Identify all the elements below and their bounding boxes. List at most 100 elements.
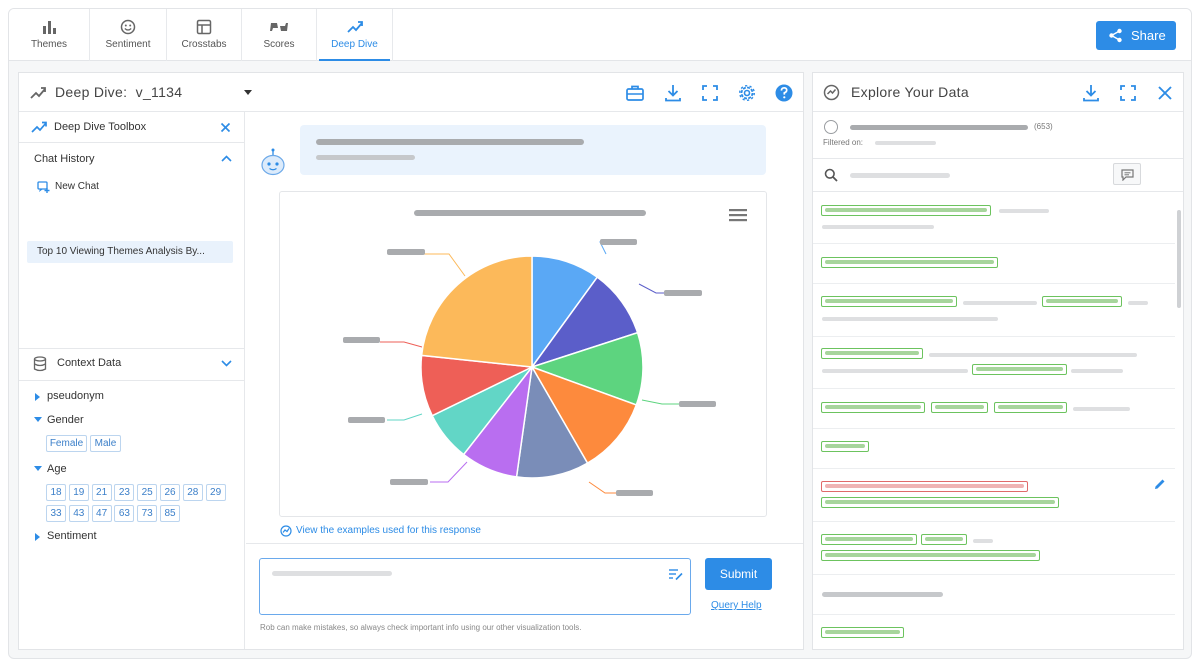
pie-leader-line	[380, 341, 423, 348]
chat-history-item[interactable]: Top 10 Viewing Themes Analysis By...	[27, 241, 233, 263]
fullscreen-icon[interactable]	[700, 83, 720, 103]
age-chip[interactable]: 23	[114, 484, 135, 501]
app-frame: Themes Sentiment Crosstabs Scores Deep D…	[8, 8, 1192, 659]
highlighted-theme-tag[interactable]	[821, 441, 869, 452]
gender-chip-male[interactable]: Male	[90, 435, 121, 452]
highlighted-theme-tag[interactable]	[821, 257, 998, 268]
comment-icon	[1121, 169, 1134, 181]
pencil-icon[interactable]	[1154, 478, 1166, 490]
highlighted-theme-tag[interactable]	[821, 627, 904, 638]
chevron-down-icon[interactable]	[221, 360, 232, 367]
tab-scores[interactable]: Scores	[242, 9, 317, 61]
submit-button[interactable]: Submit	[705, 558, 772, 590]
pie-chart	[343, 239, 716, 496]
highlighted-theme-tag[interactable]	[821, 497, 1059, 508]
expand-icon[interactable]	[35, 393, 40, 401]
age-chip[interactable]: 47	[91, 505, 112, 522]
tab-label: Deep Dive	[331, 39, 378, 50]
search-input[interactable]	[850, 173, 950, 178]
query-input[interactable]	[259, 558, 691, 615]
close-icon[interactable]	[220, 122, 231, 133]
pie-slice[interactable]	[515, 364, 589, 479]
tab-deep-dive[interactable]: Deep Dive	[317, 9, 393, 61]
pie-slice[interactable]	[530, 365, 638, 465]
tab-label: Scores	[263, 39, 295, 50]
pie-slice[interactable]	[420, 255, 533, 368]
age-chip[interactable]: 33	[46, 505, 66, 522]
highlighted-theme-tag[interactable]	[972, 364, 1067, 375]
highlighted-theme-tag[interactable]	[1042, 296, 1122, 307]
new-chat-button[interactable]: New Chat	[55, 181, 99, 192]
field-age[interactable]: Age	[47, 463, 67, 475]
highlighted-theme-tag[interactable]	[994, 402, 1067, 413]
age-chip[interactable]: 21	[91, 484, 112, 501]
age-chip[interactable]: 19	[68, 484, 89, 501]
pie-slice[interactable]	[529, 331, 644, 406]
expand-icon[interactable]	[35, 533, 40, 541]
version-select[interactable]: v_1134	[135, 84, 183, 100]
highlighted-theme-tag[interactable]	[821, 348, 923, 359]
highlighted-theme-tag[interactable]	[921, 534, 967, 545]
tab-themes[interactable]: Themes	[9, 9, 90, 61]
pie-slice-label	[343, 337, 380, 343]
download-icon[interactable]	[663, 83, 683, 103]
edit-prompt-icon[interactable]	[668, 567, 683, 581]
version-dropdown-icon[interactable]	[244, 90, 252, 95]
help-icon[interactable]	[774, 83, 794, 103]
toolbox-icon[interactable]	[625, 83, 645, 103]
divider	[19, 380, 245, 381]
age-chip[interactable]: 63	[114, 505, 135, 522]
pie-leader-line	[430, 461, 468, 483]
view-examples-link[interactable]: View the examples used for this response	[296, 525, 481, 536]
tab-crosstabs[interactable]: Crosstabs	[167, 9, 242, 61]
download-icon[interactable]	[1081, 83, 1101, 103]
gear-icon[interactable]	[737, 83, 757, 103]
tab-sentiment[interactable]: Sentiment	[90, 9, 167, 61]
comment-filter-button[interactable]	[1113, 163, 1141, 185]
bar-chart-icon	[43, 21, 56, 34]
top-nav-bar: Themes Sentiment Crosstabs Scores Deep D…	[9, 9, 1191, 61]
pie-leader-line	[387, 413, 423, 421]
age-chip[interactable]: 18	[46, 484, 66, 501]
highlighted-theme-tag[interactable]	[821, 534, 917, 545]
age-chip[interactable]: 29	[205, 484, 226, 501]
age-chip[interactable]: 28	[182, 484, 203, 501]
collapse-icon[interactable]	[34, 466, 42, 471]
negative-theme-tag[interactable]	[821, 481, 1028, 492]
scrollbar-track[interactable]	[1175, 192, 1183, 649]
age-chip[interactable]: 85	[160, 505, 180, 522]
scrollbar-thumb[interactable]	[1177, 210, 1181, 308]
deep-dive-header: Deep Dive: v_1134	[19, 73, 803, 112]
highlighted-theme-tag[interactable]	[821, 402, 925, 413]
highlighted-theme-tag[interactable]	[821, 550, 1040, 561]
gender-chip-female[interactable]: Female	[46, 435, 87, 452]
highlighted-theme-tag[interactable]	[821, 205, 991, 216]
close-icon[interactable]	[1155, 83, 1175, 103]
field-gender[interactable]: Gender	[47, 414, 84, 426]
deep-dive-icon	[31, 121, 47, 133]
share-button[interactable]: Share	[1096, 21, 1176, 50]
tab-label: Crosstabs	[181, 39, 227, 50]
context-data-title[interactable]: Context Data	[57, 357, 122, 369]
new-chat-icon[interactable]	[37, 181, 50, 193]
select-all-radio[interactable]	[824, 120, 838, 134]
field-pseudonym[interactable]: pseudonym	[47, 390, 104, 402]
chat-history-label[interactable]: Chat History	[34, 153, 95, 165]
deep-dive-title: Deep Dive: v_1134	[55, 84, 183, 100]
examples-icon	[280, 525, 292, 537]
chevron-up-icon[interactable]	[221, 155, 232, 162]
age-chip[interactable]: 73	[137, 505, 158, 522]
collapse-icon[interactable]	[34, 417, 42, 422]
pie-chart-card	[279, 191, 767, 517]
highlighted-theme-tag[interactable]	[931, 402, 988, 413]
chart-menu-icon[interactable]	[729, 208, 747, 222]
query-help-link[interactable]: Query Help	[711, 600, 762, 611]
search-icon[interactable]	[824, 168, 838, 182]
tab-label: Themes	[30, 39, 68, 50]
fullscreen-icon[interactable]	[1118, 83, 1138, 103]
age-chip[interactable]: 25	[137, 484, 158, 501]
age-chip[interactable]: 43	[68, 505, 89, 522]
field-sentiment[interactable]: Sentiment	[47, 530, 97, 542]
highlighted-theme-tag[interactable]	[821, 296, 957, 307]
age-chip[interactable]: 26	[160, 484, 180, 501]
